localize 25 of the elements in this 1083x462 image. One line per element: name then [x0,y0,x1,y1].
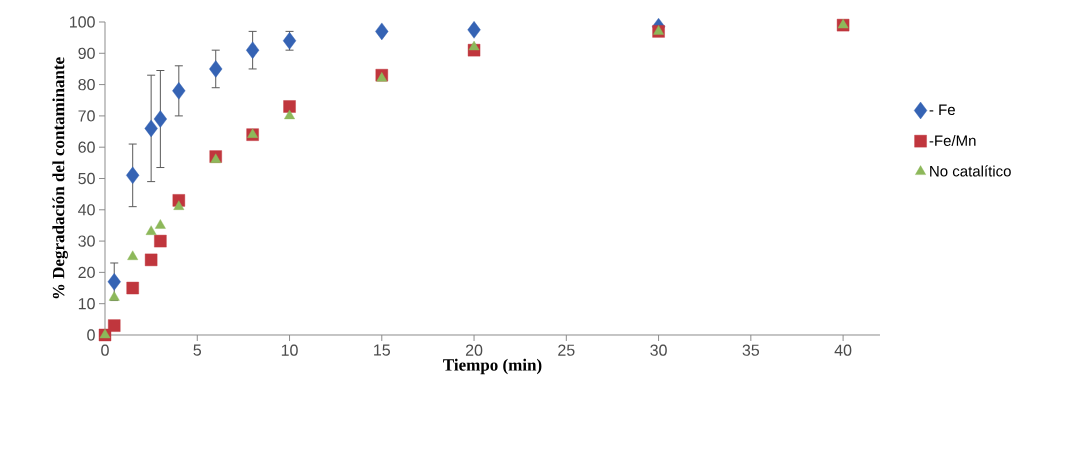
y-tick-label: 60 [78,141,95,153]
x-tick-label: 20 [465,344,483,356]
x-tick-label: 10 [281,344,298,356]
y-tick-label: 20 [78,266,95,279]
y-tick-label: 100 [70,16,95,28]
y-tick-label: 40 [78,204,95,216]
x-tick-label: 15 [374,344,391,356]
y-axis-title: % Degradación del contaminante [52,57,68,299]
legend-label: No catalítico [930,165,1011,177]
y-tick-label: 30 [78,235,95,247]
y-tick-label: 70 [78,110,95,122]
x-tick-label: 5 [193,344,202,356]
x-tick-label: 25 [558,344,575,356]
x-axis-title: Tiempo (min) [443,358,542,375]
y-tick-label: 80 [78,78,95,91]
y-tick-label: 90 [78,47,95,59]
x-tick-label: 0 [101,344,109,356]
y-tick-label: 0 [87,329,95,341]
y-tick-label: 10 [78,298,95,310]
legend-label: -Fe/Mn [929,134,976,146]
legend-label: - Fe [929,104,955,116]
x-tick-label: 30 [650,344,667,356]
x-tick-label: 35 [742,344,760,356]
y-tick-label: 50 [78,172,95,185]
x-tick-label: 40 [834,344,852,356]
